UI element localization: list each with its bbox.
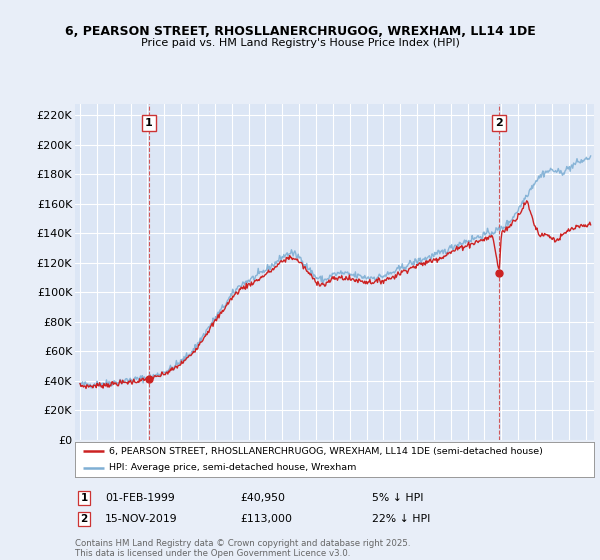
Text: 22% ↓ HPI: 22% ↓ HPI <box>372 514 430 524</box>
Text: 2: 2 <box>80 514 88 524</box>
Text: 5% ↓ HPI: 5% ↓ HPI <box>372 493 424 503</box>
Text: 15-NOV-2019: 15-NOV-2019 <box>105 514 178 524</box>
Text: £113,000: £113,000 <box>240 514 292 524</box>
Text: HPI: Average price, semi-detached house, Wrexham: HPI: Average price, semi-detached house,… <box>109 464 356 473</box>
Text: £40,950: £40,950 <box>240 493 285 503</box>
Text: 6, PEARSON STREET, RHOSLLANERCHRUGOG, WREXHAM, LL14 1DE (semi-detached house): 6, PEARSON STREET, RHOSLLANERCHRUGOG, WR… <box>109 446 542 455</box>
Text: 1: 1 <box>145 118 153 128</box>
Text: Contains HM Land Registry data © Crown copyright and database right 2025.
This d: Contains HM Land Registry data © Crown c… <box>75 539 410 558</box>
Text: 2: 2 <box>496 118 503 128</box>
Text: 01-FEB-1999: 01-FEB-1999 <box>105 493 175 503</box>
Text: 1: 1 <box>80 493 88 503</box>
Text: 6, PEARSON STREET, RHOSLLANERCHRUGOG, WREXHAM, LL14 1DE: 6, PEARSON STREET, RHOSLLANERCHRUGOG, WR… <box>65 25 535 38</box>
Text: Price paid vs. HM Land Registry's House Price Index (HPI): Price paid vs. HM Land Registry's House … <box>140 38 460 48</box>
